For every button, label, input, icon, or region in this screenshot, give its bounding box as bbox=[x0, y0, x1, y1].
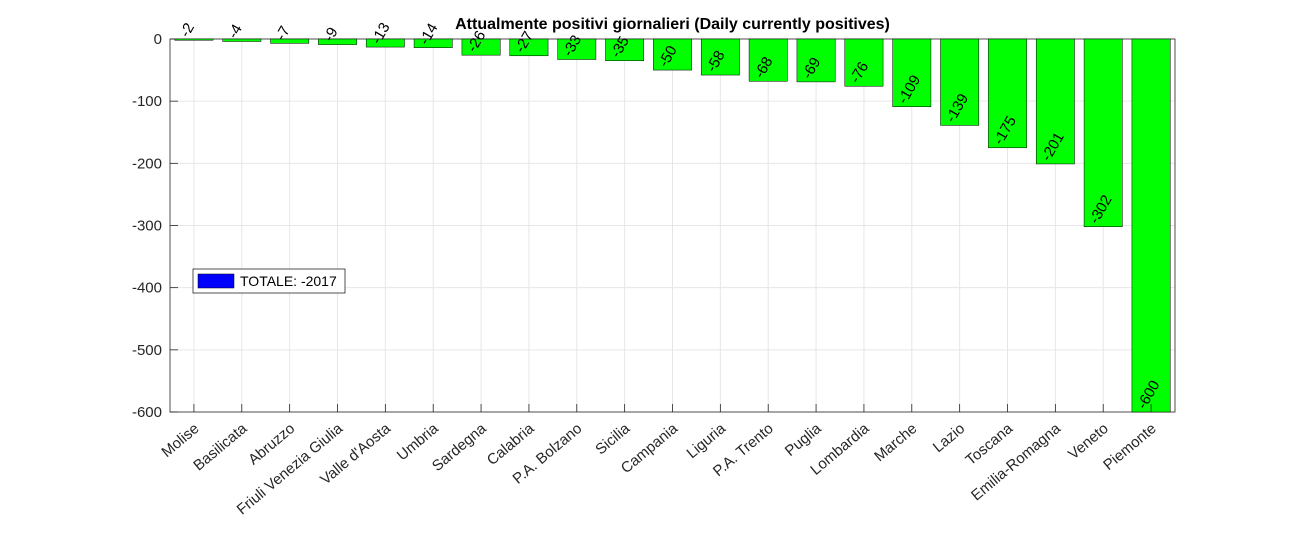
data-label: -4 bbox=[225, 21, 246, 41]
bar-molise bbox=[174, 38, 214, 41]
x-tick-label: Piemonte bbox=[1100, 420, 1159, 474]
chart-title: Attualmente positivi giornalieri (Daily … bbox=[455, 16, 890, 33]
bar-calabria bbox=[509, 38, 549, 57]
bar-emilia-romagna bbox=[1035, 38, 1075, 165]
bar-liguria bbox=[700, 38, 740, 76]
bar-valle-d-aosta bbox=[365, 38, 405, 48]
x-tick-label: Sicilia bbox=[592, 420, 633, 459]
bar-p-a-trento bbox=[748, 38, 788, 82]
x-tick-label: Emilia-Romagna bbox=[968, 420, 1064, 505]
bar-umbria bbox=[413, 38, 453, 48]
bar-piemonte bbox=[1131, 38, 1171, 413]
bar-marche bbox=[892, 38, 932, 108]
y-tick-label: 0 bbox=[154, 31, 162, 48]
x-tick-label: Basilicata bbox=[190, 420, 251, 475]
legend-swatch bbox=[197, 273, 235, 289]
y-tick-label: -100 bbox=[132, 93, 162, 110]
legend-label: TOTALE: -2017 bbox=[240, 273, 337, 289]
y-tick-label: -200 bbox=[132, 155, 162, 172]
bar-puglia bbox=[796, 38, 836, 83]
bar-toscana bbox=[988, 38, 1027, 149]
bar-sicilia bbox=[605, 38, 645, 62]
bar-lazio bbox=[940, 38, 980, 126]
bar-lombardia bbox=[844, 38, 884, 87]
data-label: -2 bbox=[177, 20, 198, 40]
bar-sardegna bbox=[461, 38, 501, 56]
bar-veneto bbox=[1083, 38, 1123, 227]
x-tick-label: Molise bbox=[158, 420, 202, 461]
x-tick-label: Marche bbox=[871, 420, 920, 465]
y-tick-label: -500 bbox=[132, 342, 162, 359]
y-tick-label: -400 bbox=[132, 280, 162, 297]
bar-basilicata bbox=[222, 38, 262, 42]
x-tick-label: Puglia bbox=[782, 420, 825, 460]
bar-p-a-bolzano bbox=[557, 38, 597, 60]
x-tick-label: Sardegna bbox=[429, 420, 490, 475]
x-tick-label: Lazio bbox=[930, 420, 968, 456]
y-tick-label: -600 bbox=[132, 404, 162, 421]
bar-friuli-venezia-giulia bbox=[318, 38, 357, 45]
bar-campania bbox=[653, 38, 692, 71]
bar-abruzzo bbox=[270, 38, 310, 44]
y-tick-label: -300 bbox=[132, 218, 162, 235]
